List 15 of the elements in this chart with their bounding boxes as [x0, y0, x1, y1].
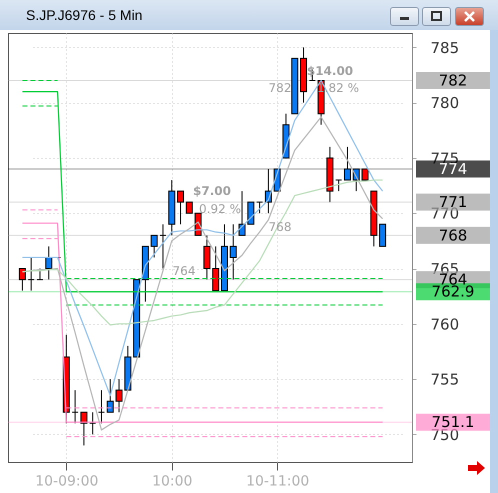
y-tick-label: 755 — [430, 370, 460, 389]
x-tick-label: 10-09:00 — [35, 474, 98, 490]
x-tick-label: 10-11:00 — [246, 474, 310, 490]
y-tick-label: 780 — [430, 94, 460, 112]
annotation: $7.00 — [193, 184, 231, 198]
y-tick-label: 760 — [430, 315, 460, 334]
chart-title: S.JP.J6976 - 5 Min — [26, 7, 142, 23]
x-tick-label: 10:00 — [152, 474, 192, 490]
ref-line-label: 768 — [438, 226, 468, 244]
annotation: 764 — [172, 264, 196, 278]
annotation: $14.00 — [306, 64, 354, 78]
annotation: 782 — [268, 81, 292, 95]
annotation: 0.92 % — [199, 202, 241, 216]
ref-line-label: 782 — [438, 72, 468, 90]
y-tick-label: 785 — [430, 38, 460, 57]
